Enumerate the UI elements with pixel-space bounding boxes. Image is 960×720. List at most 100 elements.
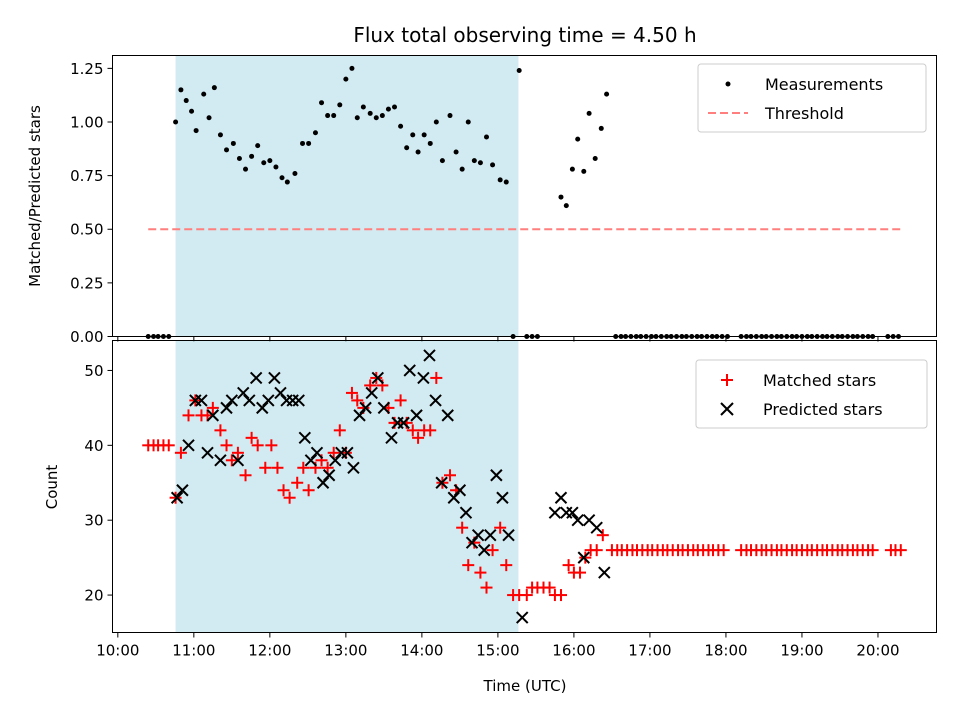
matched-star-point (590, 544, 603, 557)
measurement-point (558, 194, 564, 200)
matched-star-point (486, 544, 499, 557)
measurement-point (398, 123, 404, 129)
x-tick-label: 14:00 (400, 642, 443, 660)
x-stroke-b (201, 446, 214, 460)
x-stroke-b (403, 364, 416, 377)
x-stroke-b (385, 431, 398, 445)
matched-star-point (412, 431, 425, 444)
measurement-point (483, 134, 489, 140)
matched-star-point (345, 386, 358, 399)
x-tick-label: 13:00 (324, 642, 367, 660)
measurement-point (279, 175, 285, 181)
matched-star-point (894, 544, 907, 557)
legend-measurements-swatch (725, 81, 731, 87)
measurement-point (433, 119, 439, 125)
measurement-point (206, 115, 212, 121)
x-stroke-b (237, 386, 250, 400)
measurement-point (490, 162, 496, 168)
measurement-point (349, 65, 355, 71)
ratio-y-axis: 0.00 0.25 0.50 0.75 1.00 1.25 (70, 60, 113, 346)
legend-predicted-swatch (720, 402, 734, 416)
matched-star-point (162, 439, 175, 452)
x-stroke-b (484, 528, 497, 542)
predicted-star-point (490, 469, 503, 482)
predicted-star-point (377, 401, 391, 415)
legend-threshold-label: Threshold (764, 104, 844, 123)
measurement-point (592, 155, 598, 161)
observing-window-band (175, 340, 519, 633)
matched-star-point (169, 491, 182, 504)
count-marks (142, 349, 907, 624)
matched-star-point (430, 371, 443, 384)
measurement-point (343, 76, 349, 82)
measurement-point (236, 155, 242, 161)
measurement-point (379, 113, 385, 119)
predicted-star-point (571, 513, 584, 527)
predicted-star-point (268, 371, 281, 385)
x-stroke-b (298, 431, 312, 445)
measurement-point (497, 177, 503, 183)
y-tick-label: 20 (84, 587, 103, 605)
matched-star-point (520, 589, 533, 602)
x-stroke-b (231, 454, 245, 467)
measurement-point (427, 140, 433, 146)
predicted-star-point (310, 446, 324, 460)
x-stroke-b (490, 469, 503, 482)
matched-star-point (297, 461, 310, 474)
x-stroke-b (478, 543, 491, 557)
matched-star-point (245, 431, 258, 444)
x-stroke-b (195, 394, 208, 407)
measurement-point (243, 166, 249, 172)
measurement-point (178, 87, 184, 93)
measurement-point (604, 91, 610, 97)
x-stroke-b (571, 513, 584, 527)
measurement-point (575, 136, 581, 142)
matched-star-point (321, 461, 334, 474)
predicted-star-point (385, 431, 398, 445)
matched-star-point (456, 521, 469, 534)
measurement-point (373, 115, 379, 121)
y-tick-label: 40 (84, 437, 103, 455)
measurement-point (465, 119, 471, 125)
measurement-point (447, 113, 453, 119)
ratio-legend: Measurements Threshold (697, 63, 927, 133)
x-tick-label: 17:00 (628, 642, 671, 660)
measurement-point (173, 119, 179, 125)
matched-star-point (562, 559, 575, 572)
x-stroke-b (359, 401, 372, 415)
measurement-point (471, 158, 477, 164)
x-tick-label: 12:00 (248, 642, 291, 660)
x-stroke-b (577, 551, 590, 564)
matched-star-point (174, 446, 187, 459)
count-y-axis-label: Count (43, 465, 61, 510)
ratio-panel: 0.00 0.25 0.50 0.75 1.00 1.25 Matched/Predict… (26, 55, 937, 346)
predicted-star-point (176, 484, 189, 497)
measurement-point (367, 110, 373, 116)
x-stroke-b (598, 566, 611, 579)
predicted-star-point (182, 439, 195, 452)
predicted-star-point (292, 394, 305, 407)
x-stroke-b (371, 371, 384, 385)
predicted-star-point (206, 409, 220, 422)
measurement-point (217, 132, 223, 138)
predicted-star-point (590, 521, 603, 534)
x-stroke-b (435, 476, 448, 489)
matched-star-point (220, 439, 233, 452)
measurement-point (563, 203, 569, 209)
ratio-panel-frame (112, 55, 937, 337)
y-tick-label: 0.75 (70, 167, 103, 185)
x-stroke-b (176, 484, 189, 497)
x-tick-label: 19:00 (780, 642, 823, 660)
measurement-point (581, 168, 587, 174)
predicted-star-point (397, 416, 410, 430)
predicted-star-point (359, 401, 372, 415)
predicted-star-point (496, 491, 509, 504)
matched-star-point (394, 394, 407, 407)
x-stroke-b (292, 394, 305, 407)
measurement-point (255, 143, 261, 149)
count-y-axis: 20 30 40 50 (84, 362, 113, 605)
x-stroke-b (502, 528, 515, 542)
x-tick-label: 16:00 (552, 642, 595, 660)
ratio-legend-box (697, 63, 927, 133)
